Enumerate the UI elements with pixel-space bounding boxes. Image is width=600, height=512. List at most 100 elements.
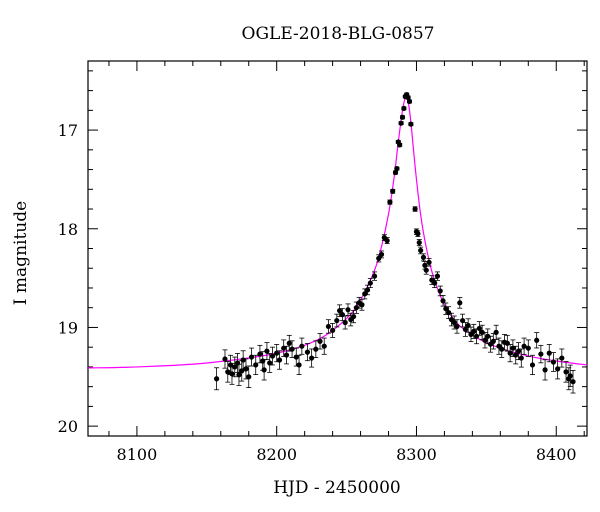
data-point bbox=[390, 188, 396, 194]
point-marker bbox=[550, 359, 557, 365]
point-marker bbox=[437, 288, 443, 294]
point-marker bbox=[339, 312, 345, 318]
data-point bbox=[538, 344, 544, 364]
point-marker bbox=[281, 345, 287, 351]
point-marker bbox=[367, 280, 373, 286]
data-point bbox=[412, 206, 418, 212]
data-point bbox=[457, 296, 463, 309]
data-point bbox=[283, 345, 290, 365]
data-point bbox=[462, 322, 468, 337]
point-marker bbox=[364, 287, 371, 293]
data-point bbox=[299, 337, 305, 355]
point-marker bbox=[296, 362, 302, 368]
data-point bbox=[432, 278, 438, 288]
data-point bbox=[345, 303, 351, 316]
data-point bbox=[330, 323, 336, 338]
data-point bbox=[443, 302, 449, 315]
point-marker bbox=[325, 323, 332, 330]
point-marker bbox=[559, 355, 565, 361]
point-marker bbox=[240, 357, 246, 363]
point-marker bbox=[408, 121, 414, 127]
point-marker bbox=[399, 114, 406, 120]
point-marker bbox=[345, 307, 351, 313]
data-point bbox=[264, 342, 270, 361]
data-point bbox=[518, 348, 524, 368]
point-marker bbox=[493, 329, 499, 335]
point-marker bbox=[454, 323, 460, 330]
data-point bbox=[398, 120, 404, 126]
point-marker bbox=[432, 280, 438, 286]
point-marker bbox=[289, 346, 295, 352]
point-marker bbox=[398, 120, 404, 126]
data-point bbox=[420, 253, 427, 262]
point-marker bbox=[232, 364, 238, 370]
point-marker bbox=[490, 338, 496, 344]
point-marker bbox=[330, 327, 336, 334]
data-point bbox=[399, 114, 406, 120]
point-marker bbox=[479, 329, 485, 335]
point-marker bbox=[515, 348, 522, 354]
point-marker bbox=[567, 373, 573, 379]
y-tick-label: 19 bbox=[58, 318, 78, 337]
data-point bbox=[387, 199, 393, 205]
data-point bbox=[317, 333, 323, 350]
data-point bbox=[243, 358, 249, 380]
point-marker bbox=[434, 273, 441, 279]
point-marker bbox=[426, 259, 432, 265]
point-marker bbox=[392, 169, 399, 176]
data-point bbox=[485, 328, 491, 345]
point-marker bbox=[538, 351, 544, 357]
chart-title: OGLE-2018-BLG-0857 bbox=[242, 24, 435, 44]
data-point bbox=[515, 342, 522, 361]
data-point bbox=[479, 324, 485, 340]
point-marker bbox=[234, 360, 241, 366]
point-marker bbox=[248, 354, 255, 360]
data-point bbox=[246, 365, 252, 388]
point-marker bbox=[362, 291, 368, 297]
data-point bbox=[440, 295, 446, 307]
point-marker bbox=[225, 369, 231, 375]
point-marker bbox=[499, 346, 505, 352]
point-marker bbox=[313, 346, 319, 352]
data-point bbox=[482, 332, 488, 349]
y-tick-label: 20 bbox=[58, 417, 78, 436]
data-point bbox=[521, 337, 527, 355]
point-marker bbox=[293, 354, 299, 360]
data-point bbox=[236, 363, 242, 386]
point-marker bbox=[309, 355, 315, 361]
data-point bbox=[426, 258, 432, 267]
data-point bbox=[367, 278, 373, 288]
data-point bbox=[563, 361, 569, 383]
point-marker bbox=[353, 305, 359, 311]
point-marker bbox=[286, 340, 292, 346]
point-marker bbox=[525, 345, 531, 351]
data-point bbox=[418, 246, 424, 255]
data-point bbox=[248, 347, 255, 367]
point-marker bbox=[336, 308, 343, 314]
point-marker bbox=[485, 333, 491, 339]
point-marker bbox=[359, 302, 365, 308]
data-point bbox=[309, 348, 315, 368]
data-point bbox=[342, 315, 348, 330]
point-marker bbox=[229, 371, 235, 377]
data-point bbox=[378, 250, 385, 259]
data-point bbox=[371, 271, 378, 281]
y-axis-label: I magnitude bbox=[11, 201, 31, 305]
data-point bbox=[415, 230, 421, 237]
data-point bbox=[416, 239, 422, 247]
x-tick-label: 8200 bbox=[256, 445, 297, 464]
point-marker bbox=[420, 254, 427, 260]
data-point bbox=[321, 337, 327, 355]
point-marker bbox=[384, 238, 390, 244]
point-marker bbox=[334, 317, 340, 324]
data-point bbox=[525, 339, 531, 357]
data-point bbox=[267, 353, 273, 373]
data-point bbox=[232, 356, 238, 378]
data-point bbox=[281, 339, 287, 357]
x-tick-label: 8300 bbox=[396, 445, 437, 464]
point-marker bbox=[476, 325, 482, 332]
point-marker bbox=[534, 337, 540, 343]
data-point bbox=[401, 105, 407, 111]
point-marker bbox=[521, 343, 527, 349]
data-point bbox=[225, 361, 231, 383]
